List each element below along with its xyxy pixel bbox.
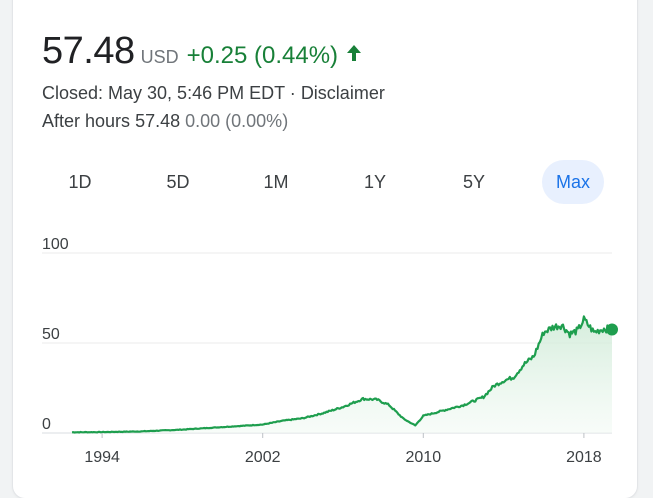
range-tabs: 1D 5D 1M 1Y 5Y Max [40, 160, 615, 204]
closed-time: Closed: May 30, 5:46 PM EDT [42, 83, 285, 103]
arrow-up-icon [346, 44, 362, 62]
y-tick-label: 50 [42, 326, 60, 343]
tab-1d[interactable]: 1D [68, 172, 92, 192]
price-change: +0.25 (0.44%) [186, 42, 339, 69]
x-tick-label: 2018 [566, 449, 602, 466]
tab-5y[interactable]: 5Y [462, 172, 486, 192]
y-tick-label: 100 [42, 236, 69, 253]
tab-max[interactable]: Max [542, 160, 604, 204]
separator: · [289, 83, 296, 103]
x-tick-label: 2010 [406, 449, 442, 466]
x-tick-label: 1994 [84, 449, 120, 466]
tab-1y[interactable]: 1Y [363, 172, 387, 192]
disclaimer-link[interactable]: Disclaimer [300, 83, 385, 103]
tab-1m[interactable]: 1M [263, 172, 289, 192]
price-area-fill [72, 316, 612, 433]
price-series-line [71, 315, 613, 434]
x-tick-label: 2002 [245, 449, 281, 466]
current-price-point [606, 323, 618, 336]
currency-label: USD [140, 47, 179, 67]
tab-5d[interactable]: 5D [166, 172, 190, 192]
current-price: 57.48 [42, 30, 135, 72]
after-hours-change: 0.00 (0.00%) [185, 111, 289, 131]
price-chart: 0 50 100 1994 2002 2010 2018 [42, 236, 618, 466]
after-hours-price: 57.48 [135, 111, 181, 131]
market-status-line: Closed: May 30, 5:46 PM EDT · Disclaimer [42, 83, 385, 104]
y-tick-label: 0 [42, 416, 51, 433]
after-hours-line: After hours 57.48 0.00 (0.00%) [42, 111, 288, 132]
price-header: 57.48 USD +0.25 (0.44%) [42, 30, 362, 74]
after-hours-label: After hours [42, 111, 131, 131]
